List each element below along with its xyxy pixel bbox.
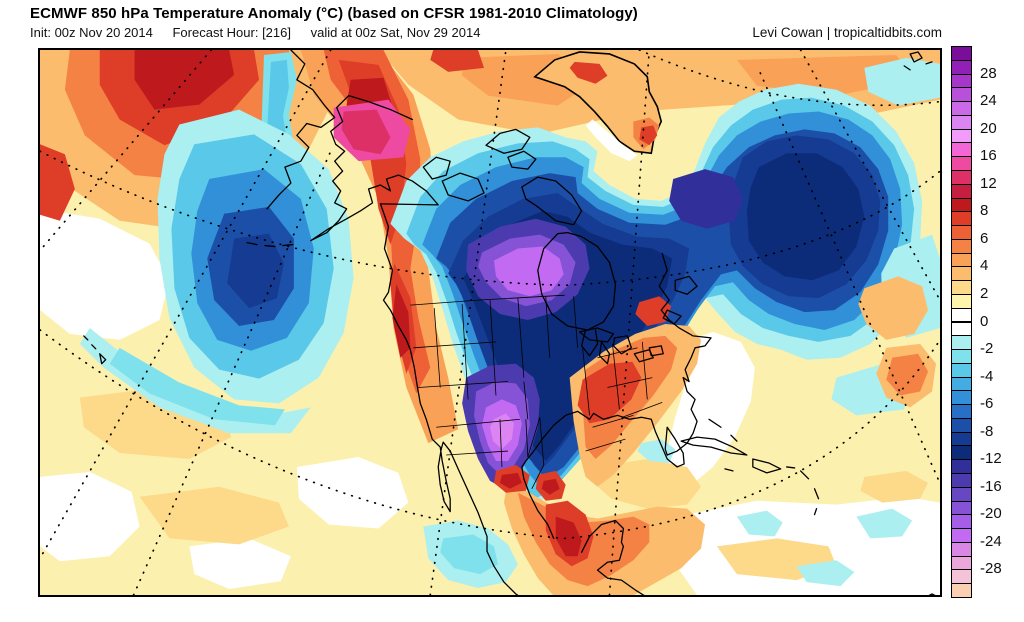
colorbar-cell [951, 431, 972, 447]
colorbar-label: 0 [980, 312, 989, 330]
colorbar-cell [951, 321, 972, 337]
colorbar-label: -8 [980, 422, 994, 440]
colorbar-cell [951, 376, 972, 392]
colorbar-cell [951, 280, 972, 295]
colorbar-cell [951, 128, 972, 144]
colorbar-label: 24 [980, 92, 997, 110]
anomaly-map-svg [40, 50, 940, 595]
mexico-warm-anomaly [493, 464, 706, 595]
colorbar-cell [951, 238, 972, 254]
greenland [533, 51, 663, 162]
colorbar-cell [951, 169, 972, 185]
colorbar-cell [951, 101, 972, 116]
colorbar-cell [951, 335, 972, 351]
colorbar-label: 4 [980, 257, 989, 275]
colorbar-label: -6 [980, 395, 994, 413]
init-time: Init: 00z Nov 20 2014 [30, 25, 153, 40]
anomaly-map-frame [38, 48, 942, 597]
colorbar-cell [951, 197, 972, 213]
colorbar-label: -4 [980, 367, 994, 385]
colorbar-cell [951, 390, 972, 406]
colorbar-cell [951, 459, 972, 475]
colorbar-cell [951, 417, 972, 433]
valid-time: valid at 00z Sat, Nov 29 2014 [310, 25, 481, 40]
colorbar-label: -20 [980, 505, 1002, 523]
colorbar-label: 6 [980, 229, 989, 247]
colorbar-cell [951, 225, 972, 240]
colorbar-cell [951, 46, 972, 61]
colorbar-cell [951, 252, 972, 268]
credit-text: Levi Cowan | tropicaltidbits.com [752, 25, 942, 40]
colorbar-cell [951, 569, 972, 585]
colorbar: 28 24 20 16 12 8 6 4 2 0 -2 -4 -6 -8 -12 -16 -20 -24 -28 [951, 46, 1002, 598]
colorbar-label: -24 [980, 532, 1002, 550]
colorbar-cell [951, 183, 972, 199]
graticule-lines [40, 50, 940, 595]
colorbar-label: -16 [980, 477, 1002, 495]
colorbar-cell [951, 362, 972, 378]
colorbar-cell [951, 404, 972, 419]
colorbar-label: 28 [980, 64, 997, 82]
colorbar-cell [951, 266, 972, 282]
colorbar-cell [951, 555, 972, 571]
colorbar-label: 20 [980, 119, 997, 137]
colorbar-cell [951, 486, 972, 502]
colorbar-label: -28 [980, 560, 1002, 578]
atlantic-warm-patches [858, 276, 937, 408]
forecast-hour: Forecast Hour: [216] [172, 25, 291, 40]
colorbar-label: -12 [980, 450, 1002, 468]
colorbar-label: 16 [980, 147, 997, 165]
run-info-line: Init: 00z Nov 20 2014 Forecast Hour: [21… [30, 25, 942, 40]
alaska-warm-anomaly [300, 50, 459, 444]
colorbar-cell [951, 445, 972, 461]
colorbar-cell [951, 583, 972, 598]
colorbar-cell [951, 473, 972, 488]
colorbar-cell [951, 293, 972, 309]
colorbar-cell [951, 514, 972, 530]
colorbar-cell [951, 142, 972, 158]
colorbar-label: 12 [980, 174, 997, 192]
colorbar-cell [951, 500, 972, 516]
colorbar-cell [951, 211, 972, 227]
colorbar-cell [951, 349, 972, 364]
colorbar-cell [951, 73, 972, 89]
colorbar-cell [951, 156, 972, 171]
page-title: ECMWF 850 hPa Temperature Anomaly (°C) (… [30, 5, 638, 22]
colorbar-cell [951, 541, 972, 557]
colorbar-cell [951, 528, 972, 543]
colorbar-label: -2 [980, 340, 994, 358]
coastlines [83, 50, 936, 595]
colorbar-label: 2 [980, 284, 989, 302]
north-pacific-cold-anomaly [79, 51, 354, 434]
colorbar-label: 8 [980, 202, 989, 220]
colorbar-cell [951, 59, 972, 75]
colorbar-cell [951, 87, 972, 103]
state-borders [410, 294, 663, 489]
colorbar-cell [951, 307, 972, 323]
colorbar-cell [951, 114, 972, 130]
